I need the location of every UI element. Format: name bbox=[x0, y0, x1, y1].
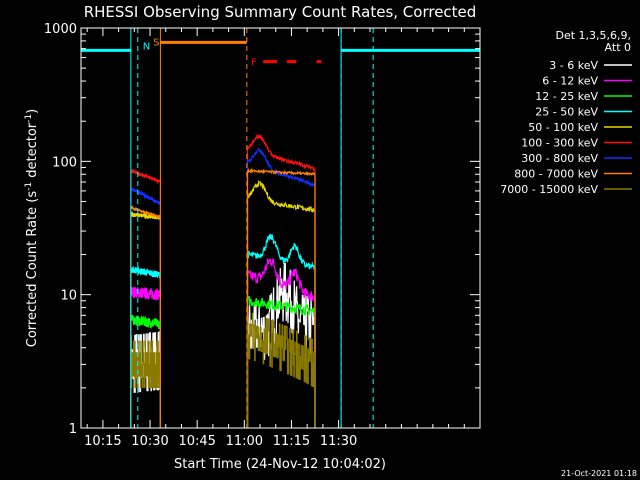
y-axis-label-sup1: -1 bbox=[24, 182, 34, 191]
series-line-8-segment-1 bbox=[130, 204, 161, 428]
y-axis-label-main: Corrected Count Rate (s bbox=[25, 191, 40, 348]
legend-label-7: 300 - 800 keV bbox=[521, 152, 598, 165]
series-line-9-segment-2 bbox=[246, 312, 316, 428]
legend-label-4: 25 - 50 keV bbox=[535, 106, 598, 119]
y-axis-label: Corrected Count Rate (s-1 detector-1) bbox=[24, 109, 40, 347]
legend-header-detectors: Det 1,3,5,6,9, bbox=[555, 29, 631, 42]
series-line-9-segment-1 bbox=[130, 340, 161, 428]
x-axis: 10:15 10:30 10:45 11:00 11:15 11:30 bbox=[84, 28, 465, 449]
legend-label-6: 100 - 300 keV bbox=[521, 137, 598, 150]
x-tick-label: 11:00 bbox=[226, 434, 263, 449]
series-line-2-segment-2 bbox=[246, 258, 316, 428]
night-flag-label: N bbox=[143, 41, 150, 52]
y-tick-label: 10 bbox=[60, 289, 77, 304]
legend-label-1: 3 - 6 keV bbox=[549, 59, 598, 72]
x-tick-label: 10:15 bbox=[84, 434, 121, 449]
x-tick-label: 10:30 bbox=[131, 434, 168, 449]
series-line-6-segment-2 bbox=[246, 133, 316, 428]
x-tick-label: 11:15 bbox=[273, 434, 310, 449]
footer-timestamp: 21-Oct-2021 01:18 bbox=[561, 469, 637, 478]
plot-frame bbox=[80, 27, 481, 429]
series-line-5-segment-2 bbox=[246, 180, 316, 428]
y-axis-label-end: ) bbox=[25, 109, 40, 114]
series-line-5-segment-1 bbox=[130, 210, 161, 428]
legend-label-2: 6 - 12 keV bbox=[542, 75, 598, 88]
series-line-4-segment-1 bbox=[130, 265, 161, 428]
x-tick-label: 10:45 bbox=[178, 434, 215, 449]
y-axis-label-mid: detector bbox=[25, 122, 40, 182]
y-axis: 1 10 100 1000 bbox=[44, 22, 480, 437]
series-line-3-segment-1 bbox=[130, 314, 161, 428]
flare-flag-label: F bbox=[251, 58, 257, 69]
chart-title: RHESSI Observing Summary Count Rates, Co… bbox=[84, 3, 477, 21]
legend-label-9: 7000 - 15000 keV bbox=[500, 183, 598, 196]
y-axis-label-sup2: -1 bbox=[24, 114, 34, 123]
legend-header-attenuator: Att 0 bbox=[605, 41, 631, 54]
series-line-6-segment-1 bbox=[130, 168, 161, 428]
y-tick-label: 100 bbox=[52, 155, 77, 170]
y-tick-label: 1 bbox=[69, 422, 77, 437]
saa-flag-label: S bbox=[153, 37, 159, 48]
y-tick-label: 1000 bbox=[44, 22, 77, 37]
series-line-8-segment-2 bbox=[246, 167, 316, 428]
series-line-7-segment-1 bbox=[130, 186, 161, 428]
legend-label-8: 800 - 7000 keV bbox=[514, 168, 598, 181]
series-line-4-segment-2 bbox=[246, 233, 316, 428]
legend: Det 1,3,5,6,9, Att 0 3 - 6 keV 6 - 12 keV… bbox=[500, 29, 632, 196]
series-line-2-segment-1 bbox=[130, 287, 161, 428]
x-axis-label: Start Time (24-Nov-12 10:04:02) bbox=[174, 457, 386, 472]
legend-label-3: 12 - 25 keV bbox=[535, 90, 598, 103]
plot-area: N S F bbox=[81, 28, 481, 428]
legend-label-5: 50 - 100 keV bbox=[528, 121, 598, 134]
series-layer bbox=[130, 133, 316, 428]
series-line-3-segment-2 bbox=[246, 295, 316, 428]
x-tick-label: 11:30 bbox=[320, 434, 357, 449]
legend-items: 3 - 6 keV 6 - 12 keV 12 - 25 keV 25 - 50 ke… bbox=[500, 59, 632, 196]
